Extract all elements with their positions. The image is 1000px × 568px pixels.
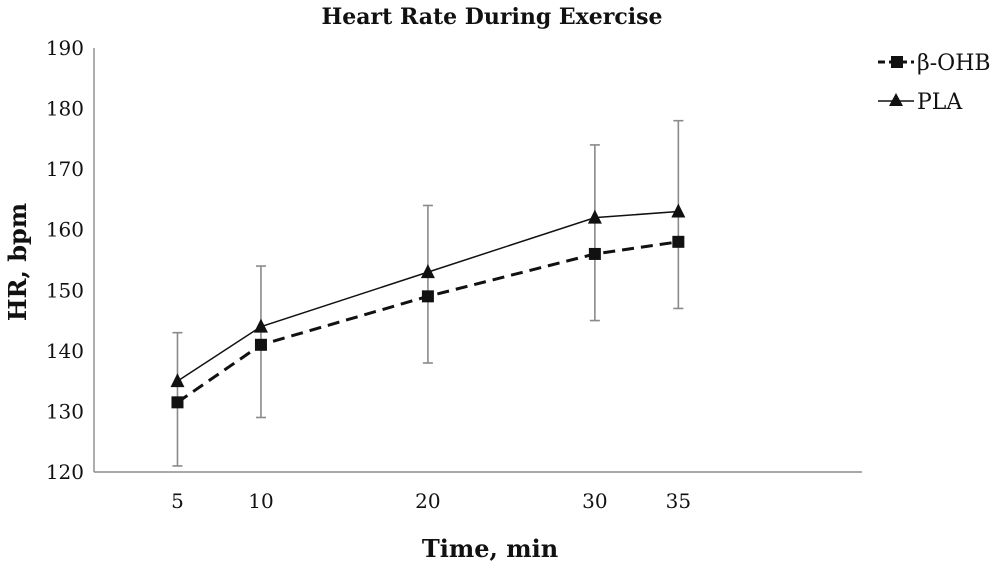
data-point-triangle — [671, 203, 686, 218]
data-point-square — [588, 247, 601, 260]
data-point-triangle — [253, 318, 268, 333]
chart-title: Heart Rate During Exercise — [322, 4, 663, 30]
x-axis-title: Time, min — [422, 534, 558, 563]
y-tick-label: 120 — [46, 460, 84, 484]
y-tick-label: 160 — [46, 218, 84, 242]
y-tick-label: 150 — [46, 278, 84, 302]
y-tick-labels: 120 130 140 150 160 170 180 190 — [46, 36, 84, 484]
data-point-triangle — [587, 209, 602, 224]
y-tick-label: 140 — [46, 339, 84, 363]
y-tick-label: 190 — [46, 36, 84, 60]
data-point-triangle — [420, 264, 435, 279]
data-point-square — [254, 338, 267, 351]
data-point-square — [171, 396, 184, 409]
legend-square-marker-icon — [891, 56, 903, 68]
x-tick-label: 20 — [415, 489, 440, 513]
x-tick-label: 35 — [666, 489, 691, 513]
legend: β-OHB PLA — [878, 51, 991, 115]
legend-label-pla: PLA — [917, 90, 963, 115]
data-point-triangle — [170, 373, 185, 388]
legend-triangle-marker-icon — [889, 93, 903, 106]
x-tick-labels: 5 10 20 30 35 — [171, 489, 691, 513]
data-point-square — [421, 290, 434, 303]
legend-label-b-ohb: β-OHB — [917, 51, 991, 76]
x-tick-label: 10 — [248, 489, 273, 513]
legend-item-pla: PLA — [878, 90, 963, 115]
data-point-square — [672, 235, 685, 248]
y-axis-title: HR, bpm — [3, 203, 32, 321]
legend-item-b-ohb: β-OHB — [878, 51, 991, 76]
x-tick-label: 5 — [171, 489, 184, 513]
y-tick-label: 180 — [46, 97, 84, 121]
y-tick-label: 170 — [46, 157, 84, 181]
y-tick-label: 130 — [46, 399, 84, 423]
series-markers — [170, 203, 686, 409]
x-tick-label: 30 — [582, 489, 607, 513]
